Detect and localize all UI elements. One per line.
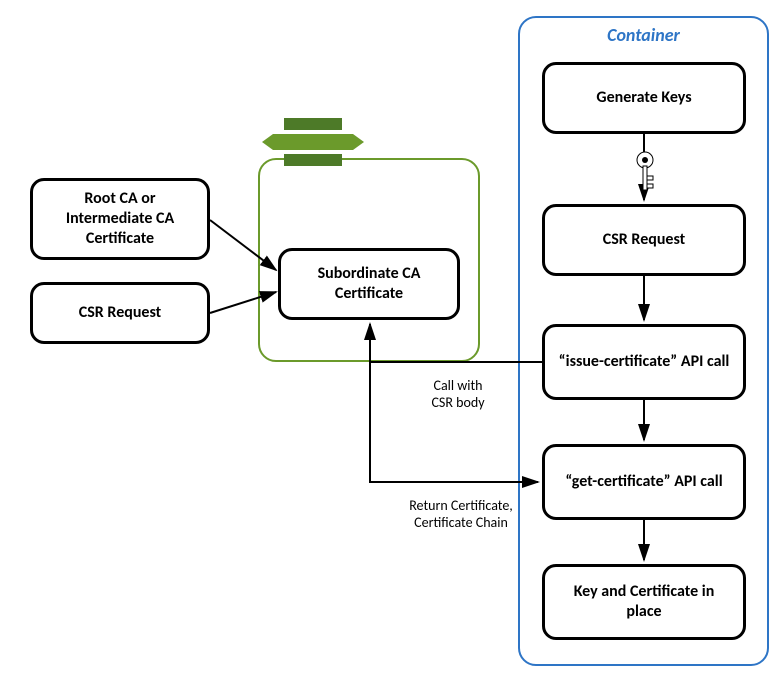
return-cert-label: Return Certificate, Certificate Chain xyxy=(386,498,536,532)
diagram-root: Container Root CA or Intermediate CA Cer… xyxy=(0,0,781,679)
gen-keys-box: Generate Keys xyxy=(542,62,746,134)
container-title: Container xyxy=(518,24,769,46)
csr-right-box: CSR Request xyxy=(542,204,746,276)
root-ca-box: Root CA or Intermediate CA Certificate xyxy=(30,178,210,260)
get-cert-box: “get-certificate” API call xyxy=(542,444,746,520)
sub-ca-box: Subordinate CA Certificate xyxy=(278,248,460,320)
issue-cert-box: “issue-certificate” API call xyxy=(542,324,746,400)
csr-left-box: CSR Request xyxy=(30,282,210,344)
call-csr-label: Call with CSR body xyxy=(398,378,518,412)
key-in-place-box: Key and Certificate in place xyxy=(542,564,746,640)
